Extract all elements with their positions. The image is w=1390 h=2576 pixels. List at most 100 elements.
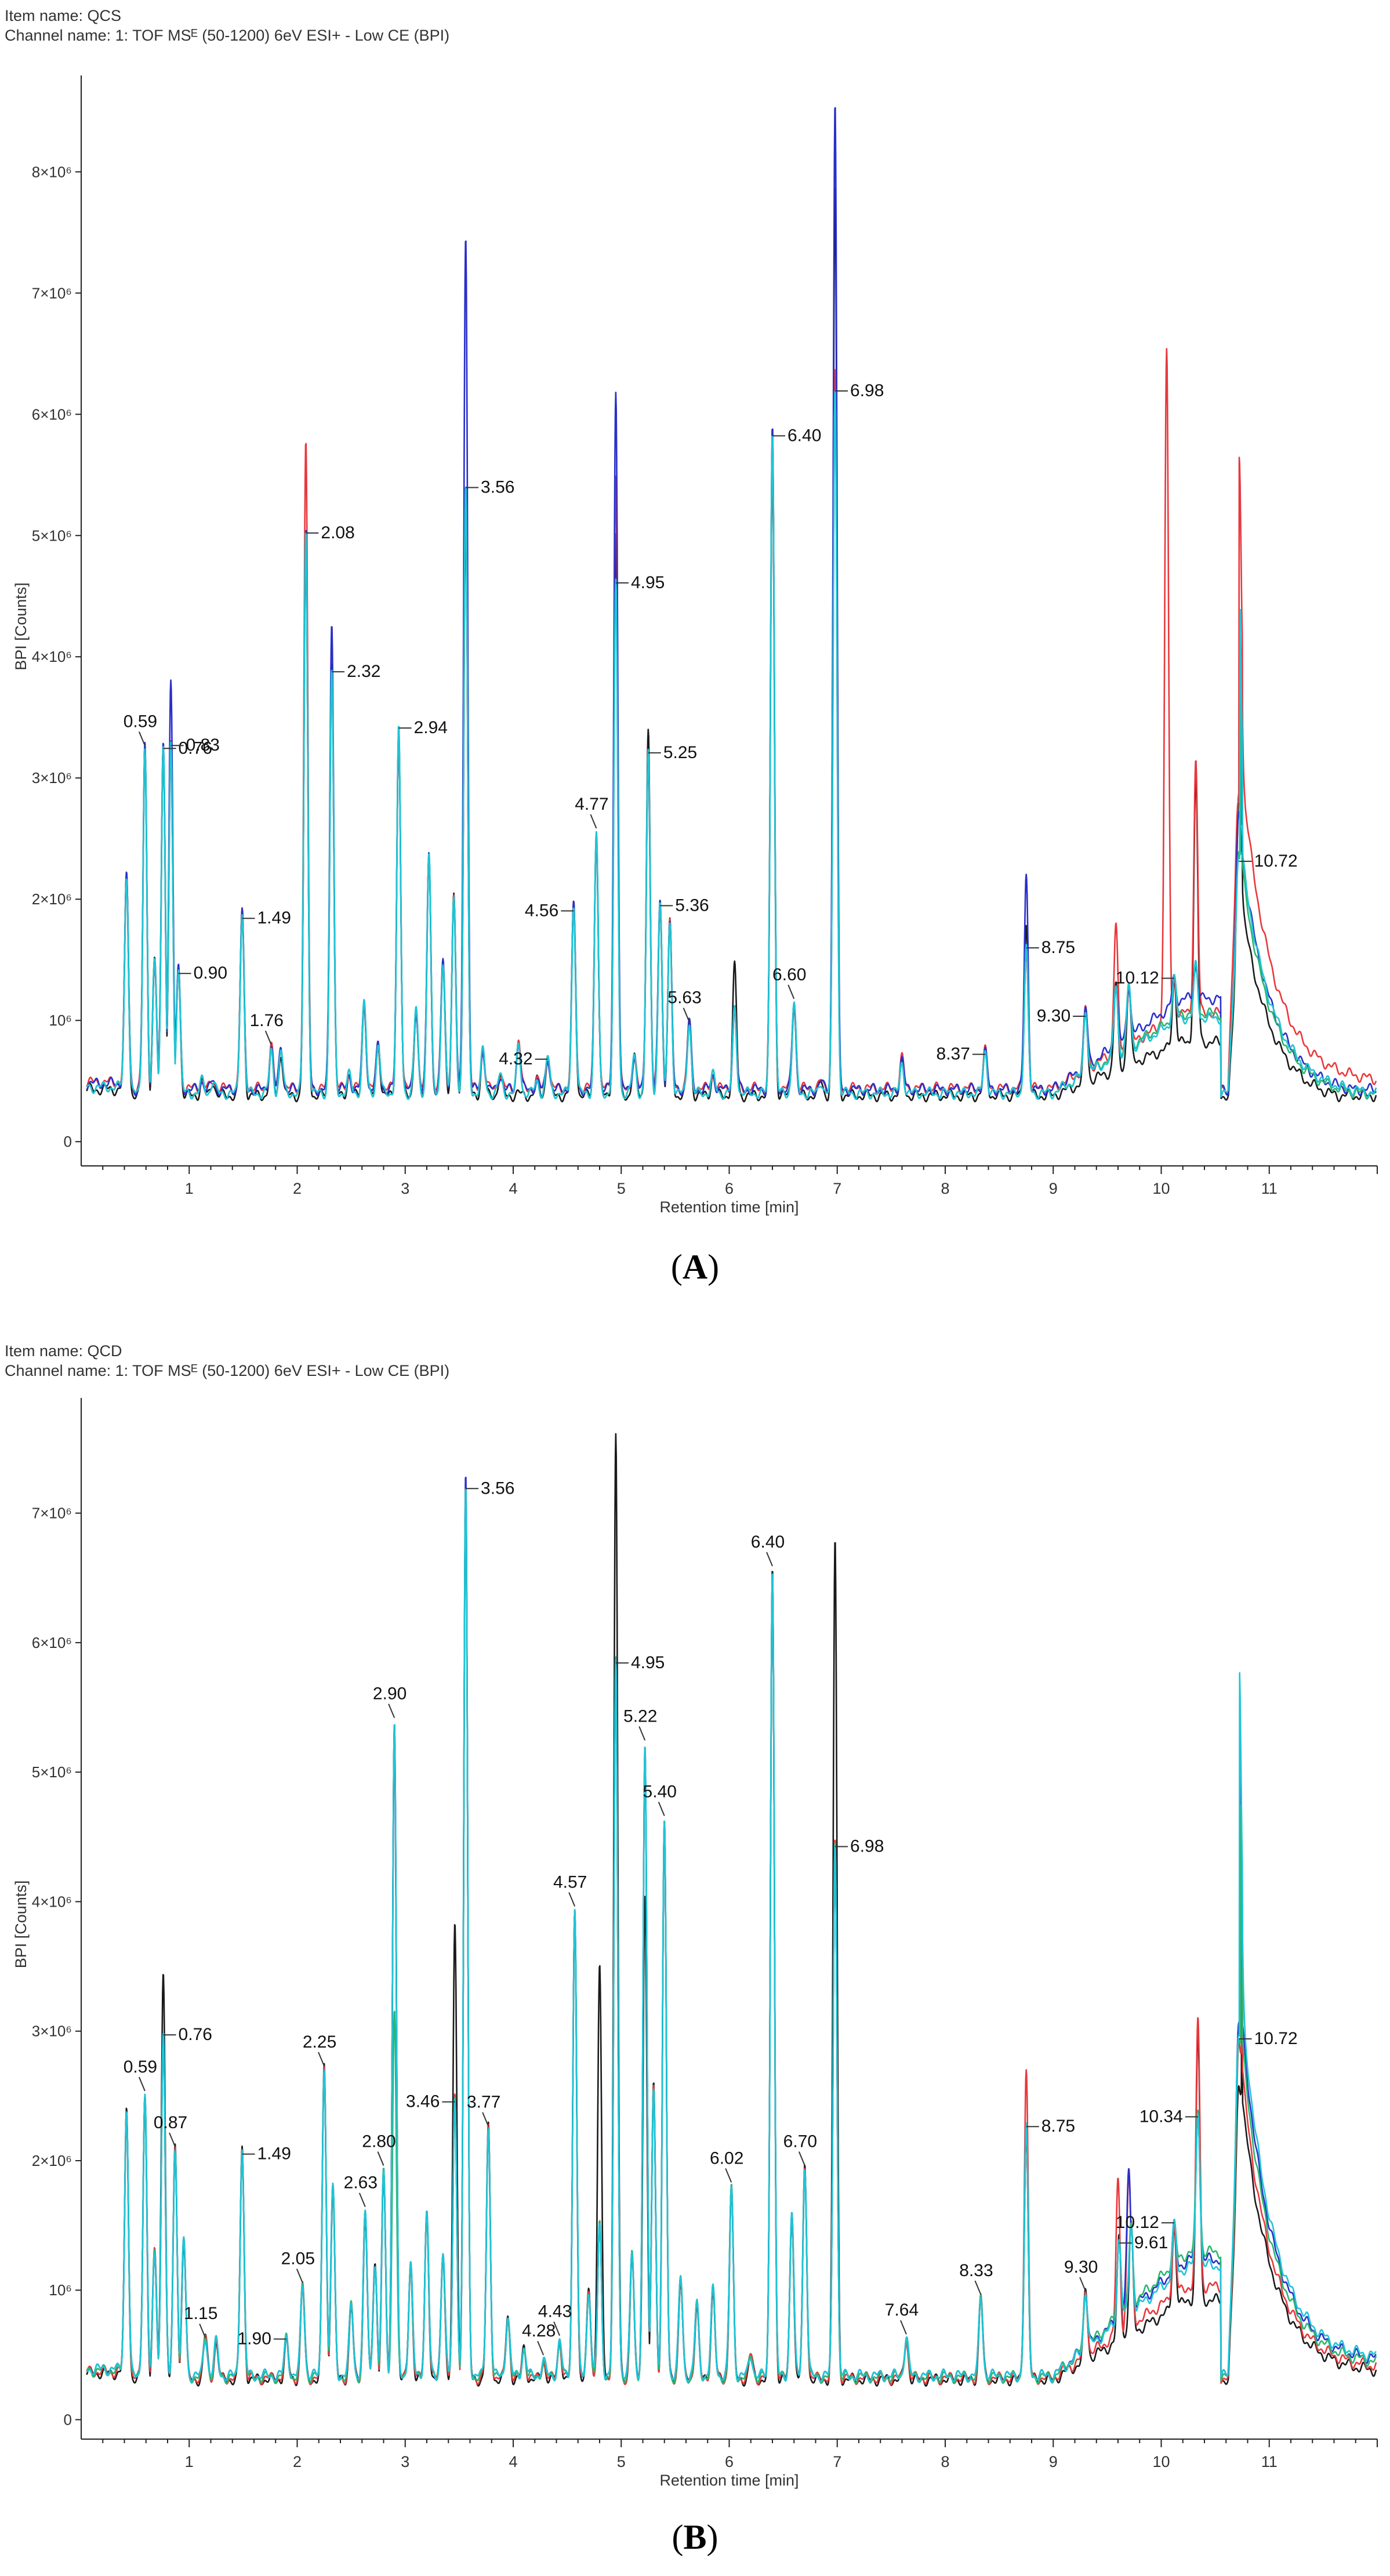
y-tick-label: 5×10⁶ <box>32 527 72 544</box>
x-tick-label: 1 <box>185 1180 194 1197</box>
peak-label: 0.90 <box>194 963 227 983</box>
peak-label: 2.94 <box>414 718 448 737</box>
peak-label: 1.90 <box>237 2329 271 2348</box>
peak-label: 2.63 <box>344 2173 378 2193</box>
peak-label: 5.36 <box>675 896 709 915</box>
peak-label: 6.98 <box>850 1836 884 1856</box>
item-name-b: Item name: QCD <box>5 1342 122 1360</box>
x-tick-label: 10 <box>1152 1180 1170 1197</box>
peak-label: 2.32 <box>347 662 380 681</box>
peak-label: 10.12 <box>1116 968 1159 987</box>
peak-label: 1.49 <box>257 2144 291 2164</box>
x-tick-label: 5 <box>617 1180 626 1197</box>
peak-label: 9.30 <box>1064 2258 1098 2277</box>
peak-leader <box>318 2052 325 2067</box>
y-tick-label: 2×10⁶ <box>32 2152 72 2169</box>
peak-leader <box>798 2151 805 2166</box>
y-axis-title: BPI [Counts] <box>12 1881 30 1969</box>
peak-leader <box>974 2280 982 2295</box>
peak-label: 3.56 <box>481 1479 514 1498</box>
series-line-black <box>86 187 1377 1103</box>
y-tick-label: 10⁶ <box>49 2281 72 2299</box>
peak-label: 4.43 <box>538 2302 572 2321</box>
series-line-black <box>86 1433 1377 2387</box>
x-tick-label: 9 <box>1049 2453 1058 2470</box>
peak-label: 5.40 <box>643 1782 677 1802</box>
peak-leader <box>482 2112 489 2126</box>
peak-label: 0.59 <box>124 712 157 731</box>
peak-leader <box>568 1892 576 1907</box>
peak-label: 10.72 <box>1254 852 1298 871</box>
y-tick-label: 4×10⁶ <box>32 1893 72 1910</box>
peak-label: 6.60 <box>772 965 806 984</box>
axes: 0 10⁶ 2×10⁶ 3×10⁶ 4×10⁶ 5×10⁶ 6×10⁶ 7×10⁶ 1 2 3 4 5 6… <box>12 1398 1378 2489</box>
peak-label: 1.76 <box>250 1011 284 1030</box>
x-tick-label: 7 <box>833 1180 841 1197</box>
x-tick-label: 11 <box>1261 1180 1278 1197</box>
series-group <box>86 1433 1377 2387</box>
item-name-a: Item name: QCS <box>5 7 122 24</box>
x-tick-label: 9 <box>1049 1180 1058 1197</box>
y-tick-label: 10⁶ <box>49 1012 72 1029</box>
peak-label: 10.72 <box>1254 2029 1298 2048</box>
x-tick-label: 4 <box>509 1180 517 1197</box>
peak-leader <box>766 1552 773 1567</box>
peak-label: 0.83 <box>186 736 220 755</box>
y-tick-label: 7×10⁶ <box>32 284 72 302</box>
series-line-blue <box>86 107 1377 1096</box>
peak-leader <box>1079 2277 1087 2292</box>
y-tick-label: 7×10⁶ <box>32 1505 72 1522</box>
x-tick-label: 8 <box>941 1180 949 1197</box>
x-tick-label: 2 <box>293 2453 302 2470</box>
x-tick-label: 2 <box>293 1180 302 1197</box>
peak-label: 4.77 <box>575 795 608 814</box>
channel-name-a: Channel name: 1: TOF MSᴱ (50-1200) 6eV E… <box>5 27 450 44</box>
peak-label: 3.46 <box>406 2092 440 2111</box>
peak-label: 0.76 <box>179 738 212 758</box>
series-line-green <box>86 390 1377 1100</box>
peak-label: 9.30 <box>1037 1006 1070 1026</box>
peak-label: 8.37 <box>937 1045 970 1064</box>
x-tick-label: 1 <box>185 2453 194 2470</box>
chart-a: 0 10⁶ 2×10⁶ 3×10⁶ 4×10⁶ 5×10⁶ 6×10⁶ 7×10⁶ 8×10⁶ 1… <box>12 75 1378 1216</box>
peak-label: 5.25 <box>663 743 697 762</box>
series-line-red <box>86 1490 1377 2386</box>
panel-label-b: (B) <box>672 2518 718 2556</box>
y-tick-label: 6×10⁶ <box>32 1634 72 1651</box>
peak-annotations: 0.59 0.76 0.87 1.15 1.49 1.90 2.05 2.25 2.63 2.80… <box>124 1479 1298 2356</box>
peak-label: 8.33 <box>959 2261 993 2280</box>
peak-label: 7.64 <box>885 2300 919 2320</box>
y-tick-label: 6×10⁶ <box>32 405 72 423</box>
peak-leader <box>296 2269 303 2283</box>
peak-label: 2.08 <box>321 523 354 542</box>
x-tick-label: 4 <box>509 2453 517 2470</box>
peak-label: 1.49 <box>257 908 291 927</box>
peak-label: 4.95 <box>631 1653 665 1672</box>
y-tick-label: 0 <box>64 1133 72 1150</box>
y-tick-label: 5×10⁶ <box>32 1763 72 1781</box>
peak-label: 4.57 <box>553 1873 587 1892</box>
peak-label: 4.95 <box>631 573 665 592</box>
peak-label: 4.32 <box>499 1049 532 1068</box>
peak-label: 0.76 <box>179 2025 212 2044</box>
series-line-blue <box>86 1476 1377 2383</box>
y-tick-label: 8×10⁶ <box>32 163 72 180</box>
series-line-cyan <box>86 390 1377 1100</box>
peak-label: 10.34 <box>1139 2107 1183 2126</box>
y-tick-label: 3×10⁶ <box>32 2023 72 2040</box>
peak-label: 2.80 <box>362 2132 395 2151</box>
peak-leader <box>264 1030 272 1045</box>
peak-label: 0.87 <box>154 2113 187 2132</box>
x-tick-label: 3 <box>401 1180 409 1197</box>
peak-label: 5.22 <box>623 1707 657 1726</box>
x-tick-label: 7 <box>833 2453 841 2470</box>
x-tick-label: 3 <box>401 2453 409 2470</box>
series-line-cyan <box>86 1490 1377 2383</box>
peak-leader <box>590 814 597 829</box>
chart-b: 0 10⁶ 2×10⁶ 3×10⁶ 4×10⁶ 5×10⁶ 6×10⁶ 7×10⁶ 1 2 3 4 5 6… <box>12 1398 1378 2489</box>
panel-label-a: (A) <box>670 1248 720 1286</box>
peak-label: 9.61 <box>1134 2233 1168 2252</box>
peak-leader <box>199 2323 206 2338</box>
x-axis-title: Retention time [min] <box>659 2472 799 2489</box>
peak-label: 5.63 <box>667 988 701 1008</box>
